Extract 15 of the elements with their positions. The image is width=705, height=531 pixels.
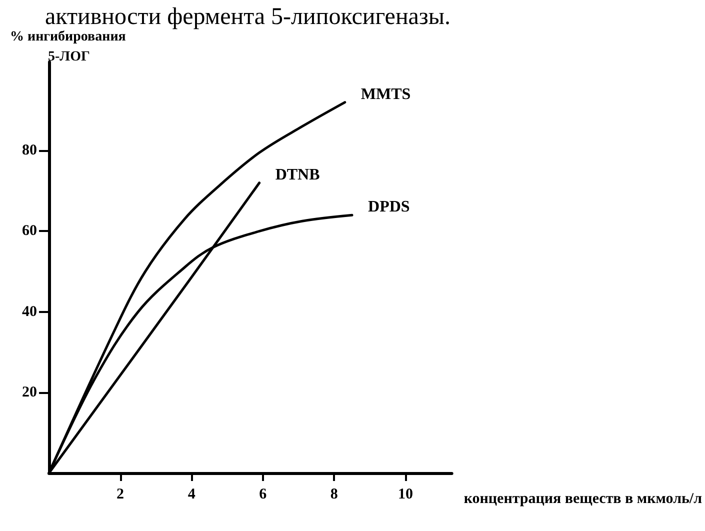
series-label: MMTS bbox=[360, 86, 411, 103]
series-label: DTNB bbox=[275, 166, 320, 184]
x-tick-label: 6 bbox=[259, 486, 268, 502]
y-tick-label: 40 bbox=[22, 304, 37, 320]
x-tick-label: 4 bbox=[188, 486, 196, 502]
series-label: DPDS bbox=[368, 198, 410, 216]
y-tick-label: 80 bbox=[22, 142, 37, 159]
x-tick-label: 2 bbox=[116, 486, 124, 502]
y-tick-label: 60 bbox=[22, 223, 37, 240]
x-tick-label: 8 bbox=[330, 486, 338, 502]
y-axis-title: % ингибирования 5-ЛОГ bbox=[10, 30, 126, 64]
chart-title: активности фермента 5-липоксигеназы. bbox=[45, 4, 451, 30]
x-tick-label: 10 bbox=[398, 486, 413, 502]
y-tick-label: 20 bbox=[22, 384, 37, 400]
x-axis-title: концентрация веществ в мкмоль/л bbox=[464, 491, 703, 507]
